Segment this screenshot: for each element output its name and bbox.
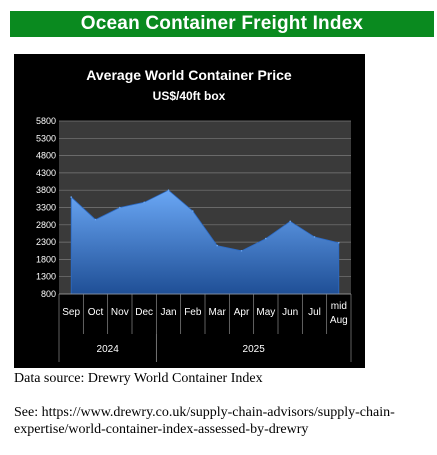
data-point-jul xyxy=(313,236,316,238)
y-tick-label: 1300 xyxy=(36,272,56,282)
data-point-sep xyxy=(70,196,72,198)
data-point-nov xyxy=(119,206,121,209)
chart-title: Average World Container Price xyxy=(86,67,292,83)
data-point-feb xyxy=(192,210,194,212)
y-tick-label: 4300 xyxy=(36,168,56,178)
y-tick-label: 3800 xyxy=(36,185,56,195)
y-tick-label: 2300 xyxy=(36,237,56,247)
y-tick-label: 5800 xyxy=(36,116,56,126)
year-group-label: 2024 xyxy=(97,344,120,355)
data-point-may xyxy=(265,237,267,240)
page-banner-title: Ocean Container Freight Index xyxy=(10,11,434,37)
x-tick-label: Mar xyxy=(209,307,227,318)
y-tick-label: 2800 xyxy=(36,220,56,230)
series-area xyxy=(70,189,340,295)
x-tick-label: Nov xyxy=(111,307,129,318)
year-group-label: 2025 xyxy=(243,344,266,355)
x-tick-label: Sep xyxy=(62,307,80,318)
area-chart: 800 1300 1800 2300 2800 3300 3800 4300 4800 5300 5… xyxy=(36,67,352,362)
axes: 800 1300 1800 2300 2800 3300 3800 4300 4800 5300 5… xyxy=(36,116,352,362)
data-point-jun xyxy=(289,220,292,223)
chart-subtitle: US$/40ft box xyxy=(153,89,226,103)
data-point-dec xyxy=(143,201,145,204)
chart-panel: 800 1300 1800 2300 2800 3300 3800 4300 4800 5300 5… xyxy=(14,54,365,368)
x-tick-label: May xyxy=(256,307,275,318)
data-point-oct xyxy=(94,218,97,221)
x-tick-label: mid xyxy=(331,301,347,312)
x-tick-label: Aug xyxy=(330,315,348,326)
reference-link-text[interactable]: See: https://www.drewry.co.uk/supply-cha… xyxy=(14,405,395,437)
y-tick-label: 4800 xyxy=(36,151,56,161)
data-point-mar xyxy=(216,244,218,247)
y-tick-label: 1800 xyxy=(36,254,56,264)
y-tick-label: 5300 xyxy=(36,133,56,143)
x-tick-label: Apr xyxy=(234,307,250,318)
data-source-note: Data source: Drewry World Container Inde… xyxy=(14,371,263,386)
x-tick-label: Feb xyxy=(184,307,202,318)
x-tick-label: Dec xyxy=(135,307,153,318)
y-tick-label: 3300 xyxy=(36,203,56,213)
x-tick-label: Oct xyxy=(88,307,104,318)
x-tick-label: Jun xyxy=(282,307,298,318)
data-point-mid-aug xyxy=(338,242,340,244)
data-point-jan xyxy=(167,189,170,191)
data-point-apr xyxy=(240,250,243,252)
y-tick-label: 800 xyxy=(41,289,56,299)
x-tick-label: Jul xyxy=(308,307,321,318)
x-tick-label: Jan xyxy=(160,307,176,318)
